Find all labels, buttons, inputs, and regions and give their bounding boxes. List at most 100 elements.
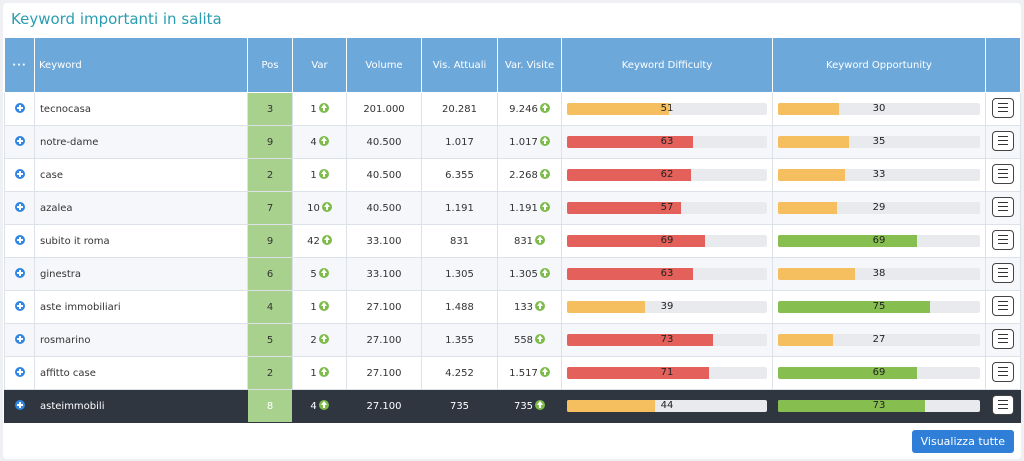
difficulty-cell: 39: [561, 290, 773, 324]
pos-cell: 9: [247, 224, 293, 258]
up-icon: [318, 367, 329, 377]
expand-icon[interactable]: [14, 399, 25, 410]
expand-cell: [4, 191, 35, 225]
var-cell: 10: [292, 191, 347, 225]
opportunity-track: 69: [778, 367, 980, 379]
expand-icon[interactable]: [14, 201, 25, 212]
opportunity-bar: [778, 103, 839, 115]
opportunity-bar: [778, 334, 833, 346]
opportunity-bar: [778, 367, 918, 379]
volume-cell: 27.100: [346, 389, 422, 423]
var-value: 1: [310, 368, 317, 379]
opportunity-track: 29: [778, 202, 980, 214]
visits-cell: 1.488: [421, 290, 498, 324]
up-icon: [318, 301, 329, 311]
expand-cell: [4, 323, 35, 357]
difficulty-cell: 71: [561, 356, 773, 390]
visits-change-value: 1.305: [509, 269, 538, 280]
visits-change-value: 2.268: [509, 170, 538, 181]
pos-cell: 8: [247, 389, 293, 423]
difficulty-cell: 44: [561, 389, 773, 423]
keyword-cell: ginestra: [34, 257, 248, 291]
menu-button[interactable]: [992, 262, 1014, 283]
options-icon[interactable]: ···: [4, 37, 35, 93]
difficulty-cell: 63: [561, 257, 773, 291]
table-row: rosmarino 5 2 27.100 1.355 558 73 27: [4, 323, 1021, 357]
menu-button[interactable]: [992, 196, 1014, 217]
opportunity-cell: 30: [772, 92, 986, 126]
expand-cell: [4, 356, 35, 390]
table-body: tecnocasa 3 1 201.000 20.281 9.246 51 30 notre-d…: [4, 92, 1021, 423]
expand-icon[interactable]: [14, 135, 25, 146]
visits-cell: 4.252: [421, 356, 498, 390]
column-header-empty: [985, 37, 1021, 93]
visits-cell: 831: [421, 224, 498, 258]
difficulty-label: 63: [660, 136, 674, 147]
opportunity-label: 29: [872, 202, 886, 213]
difficulty-bar: [567, 367, 709, 379]
menu-cell: [985, 389, 1021, 423]
opportunity-track: 38: [778, 268, 980, 280]
pos-cell: 5: [247, 323, 293, 357]
difficulty-bar: [567, 301, 645, 313]
column-header: Keyword: [34, 37, 248, 93]
menu-button[interactable]: [992, 361, 1014, 382]
menu-button[interactable]: [992, 229, 1014, 250]
menu-line: [998, 308, 1008, 310]
difficulty-track: 63: [567, 268, 767, 280]
menu-line: [998, 337, 1008, 339]
visits-change-cell: 1.017: [497, 125, 562, 159]
opportunity-track: 73: [778, 400, 980, 412]
opportunity-bar: [778, 136, 849, 148]
visits-change-cell: 1.305: [497, 257, 562, 291]
opportunity-bar: [778, 268, 855, 280]
opportunity-bar: [778, 301, 930, 313]
table-row: affitto case 2 1 27.100 4.252 1.517 71 69: [4, 356, 1021, 390]
expand-icon[interactable]: [14, 168, 25, 179]
expand-icon[interactable]: [14, 366, 25, 377]
expand-icon[interactable]: [14, 102, 25, 113]
expand-cell: [4, 389, 35, 423]
volume-cell: 201.000: [346, 92, 422, 126]
opportunity-label: 75: [872, 301, 886, 312]
opportunity-cell: 75: [772, 290, 986, 324]
menu-button[interactable]: [992, 328, 1014, 349]
difficulty-track: 73: [567, 334, 767, 346]
menu-line: [998, 300, 1008, 302]
column-header: Vis. Attuali: [421, 37, 498, 93]
difficulty-label: 63: [660, 268, 674, 279]
var-value: 10: [307, 203, 320, 214]
menu-button[interactable]: [992, 97, 1014, 118]
opportunity-cell: 33: [772, 158, 986, 192]
opportunity-cell: 38: [772, 257, 986, 291]
opportunity-cell: 27: [772, 323, 986, 357]
expand-icon[interactable]: [14, 267, 25, 278]
difficulty-label: 57: [660, 202, 674, 213]
menu-button[interactable]: [992, 130, 1014, 151]
menu-button[interactable]: [992, 394, 1014, 415]
menu-line: [998, 205, 1008, 207]
column-header: Keyword Difficulty: [561, 37, 773, 93]
var-cell: 42: [292, 224, 347, 258]
up-icon: [535, 334, 546, 344]
opportunity-label: 30: [872, 103, 886, 114]
menu-line: [998, 139, 1008, 141]
difficulty-cell: 69: [561, 224, 773, 258]
menu-button[interactable]: [992, 163, 1014, 184]
visits-cell: 1.191: [421, 191, 498, 225]
expand-icon[interactable]: [14, 300, 25, 311]
volume-cell: 40.500: [346, 191, 422, 225]
table-row: tecnocasa 3 1 201.000 20.281 9.246 51 30: [4, 92, 1021, 126]
view-all-button[interactable]: Visualizza tutte: [911, 430, 1014, 453]
difficulty-track: 44: [567, 400, 767, 412]
menu-line: [998, 143, 1008, 145]
menu-button[interactable]: [992, 295, 1014, 316]
up-icon: [318, 268, 329, 278]
visits-change-value: 1.017: [509, 137, 538, 148]
table-row: notre-dame 9 4 40.500 1.017 1.017 63 35: [4, 125, 1021, 159]
expand-icon[interactable]: [14, 234, 25, 245]
volume-cell: 40.500: [346, 125, 422, 159]
opportunity-label: 69: [872, 235, 886, 246]
expand-icon[interactable]: [14, 333, 25, 344]
menu-line: [998, 374, 1008, 376]
